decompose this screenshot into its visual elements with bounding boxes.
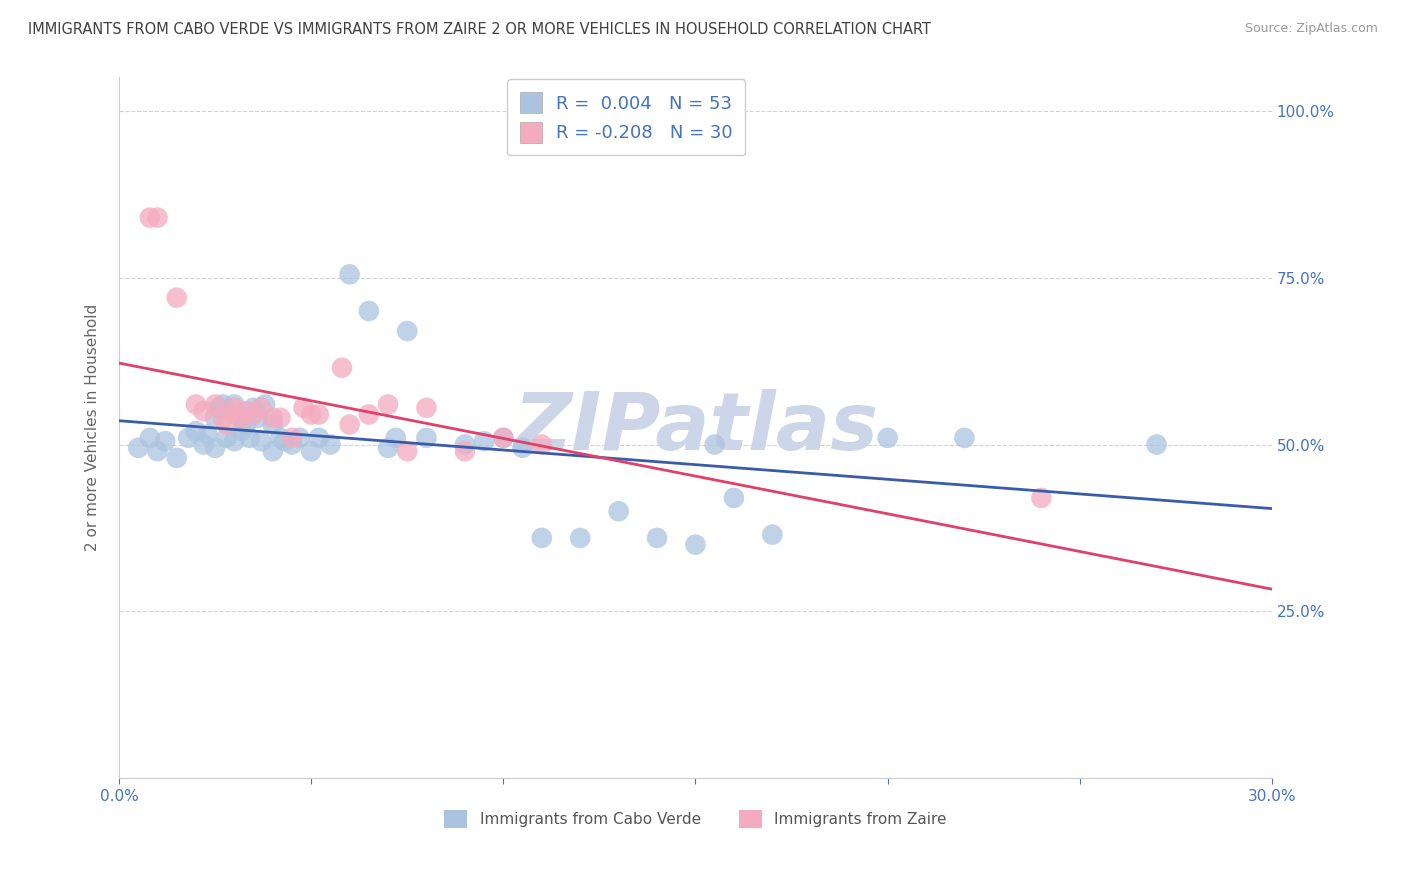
Point bbox=[239, 431, 262, 445]
Point bbox=[330, 360, 353, 375]
Point bbox=[204, 410, 226, 425]
Point bbox=[292, 401, 315, 415]
Point bbox=[357, 408, 380, 422]
Point bbox=[262, 444, 284, 458]
Point bbox=[415, 431, 437, 445]
Point bbox=[224, 397, 246, 411]
Point bbox=[177, 431, 200, 445]
Point bbox=[1146, 437, 1168, 451]
Point bbox=[269, 410, 291, 425]
Point bbox=[146, 211, 169, 225]
Point bbox=[193, 404, 215, 418]
Point bbox=[146, 444, 169, 458]
Point bbox=[396, 444, 419, 458]
Point bbox=[250, 434, 273, 449]
Point bbox=[273, 434, 295, 449]
Point bbox=[166, 450, 188, 465]
Point bbox=[377, 441, 399, 455]
Point bbox=[454, 444, 477, 458]
Point bbox=[215, 417, 238, 432]
Point bbox=[384, 431, 406, 445]
Point bbox=[953, 431, 976, 445]
Point bbox=[723, 491, 745, 505]
Point bbox=[197, 427, 219, 442]
Point bbox=[211, 397, 233, 411]
Point bbox=[242, 401, 264, 415]
Point bbox=[761, 527, 783, 541]
Point bbox=[242, 408, 264, 422]
Point bbox=[530, 437, 553, 451]
Point bbox=[415, 401, 437, 415]
Point bbox=[1031, 491, 1053, 505]
Point bbox=[685, 538, 707, 552]
Point bbox=[204, 397, 226, 411]
Point bbox=[254, 397, 277, 411]
Point bbox=[319, 437, 342, 451]
Point bbox=[246, 410, 269, 425]
Point bbox=[127, 441, 149, 455]
Point bbox=[492, 431, 515, 445]
Point bbox=[224, 408, 246, 422]
Point bbox=[530, 531, 553, 545]
Point bbox=[184, 397, 207, 411]
Point bbox=[215, 431, 238, 445]
Point bbox=[308, 408, 330, 422]
Point bbox=[231, 410, 253, 425]
Point bbox=[269, 431, 291, 445]
Point bbox=[377, 397, 399, 411]
Point bbox=[235, 417, 257, 432]
Point bbox=[204, 441, 226, 455]
Point bbox=[153, 434, 176, 449]
Y-axis label: 2 or more Vehicles in Household: 2 or more Vehicles in Household bbox=[86, 304, 100, 551]
Point bbox=[262, 410, 284, 425]
Point bbox=[235, 404, 257, 418]
Point bbox=[472, 434, 495, 449]
Point bbox=[139, 431, 162, 445]
Point bbox=[211, 410, 233, 425]
Point bbox=[569, 531, 592, 545]
Point bbox=[607, 504, 630, 518]
Text: ZIPatlas: ZIPatlas bbox=[513, 389, 877, 467]
Point bbox=[645, 531, 668, 545]
Point bbox=[288, 431, 311, 445]
Point bbox=[454, 437, 477, 451]
Point bbox=[224, 434, 246, 449]
Legend: Immigrants from Cabo Verde, Immigrants from Zaire: Immigrants from Cabo Verde, Immigrants f… bbox=[439, 804, 953, 834]
Point bbox=[281, 431, 304, 445]
Text: IMMIGRANTS FROM CABO VERDE VS IMMIGRANTS FROM ZAIRE 2 OR MORE VEHICLES IN HOUSEH: IMMIGRANTS FROM CABO VERDE VS IMMIGRANTS… bbox=[28, 22, 931, 37]
Point bbox=[281, 437, 304, 451]
Point bbox=[339, 268, 361, 282]
Point bbox=[357, 304, 380, 318]
Point bbox=[339, 417, 361, 432]
Point bbox=[512, 441, 534, 455]
Point bbox=[208, 401, 231, 415]
Point bbox=[193, 437, 215, 451]
Point bbox=[250, 401, 273, 415]
Point bbox=[492, 431, 515, 445]
Point bbox=[703, 437, 725, 451]
Point bbox=[876, 431, 898, 445]
Point bbox=[308, 431, 330, 445]
Point bbox=[299, 408, 322, 422]
Point bbox=[166, 291, 188, 305]
Text: Source: ZipAtlas.com: Source: ZipAtlas.com bbox=[1244, 22, 1378, 36]
Point bbox=[262, 417, 284, 432]
Point bbox=[184, 424, 207, 438]
Point bbox=[224, 401, 246, 415]
Point bbox=[139, 211, 162, 225]
Point bbox=[396, 324, 419, 338]
Point bbox=[299, 444, 322, 458]
Point bbox=[231, 424, 253, 438]
